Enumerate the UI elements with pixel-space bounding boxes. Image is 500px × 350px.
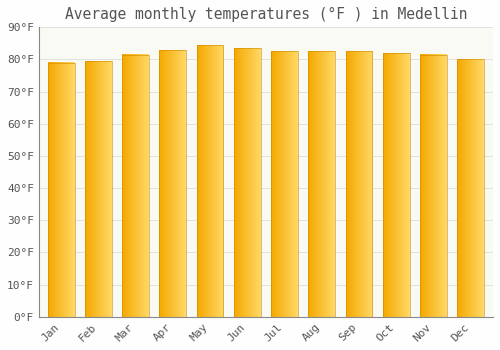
Bar: [420, 55, 447, 317]
Bar: [85, 61, 112, 317]
Bar: [458, 60, 484, 317]
Bar: [234, 48, 260, 317]
Bar: [48, 63, 74, 317]
Bar: [196, 45, 224, 317]
Bar: [383, 53, 409, 317]
Bar: [271, 51, 298, 317]
Bar: [122, 55, 149, 317]
Bar: [346, 51, 372, 317]
Bar: [160, 50, 186, 317]
Bar: [308, 51, 335, 317]
Title: Average monthly temperatures (°F ) in Medellin: Average monthly temperatures (°F ) in Me…: [64, 7, 467, 22]
